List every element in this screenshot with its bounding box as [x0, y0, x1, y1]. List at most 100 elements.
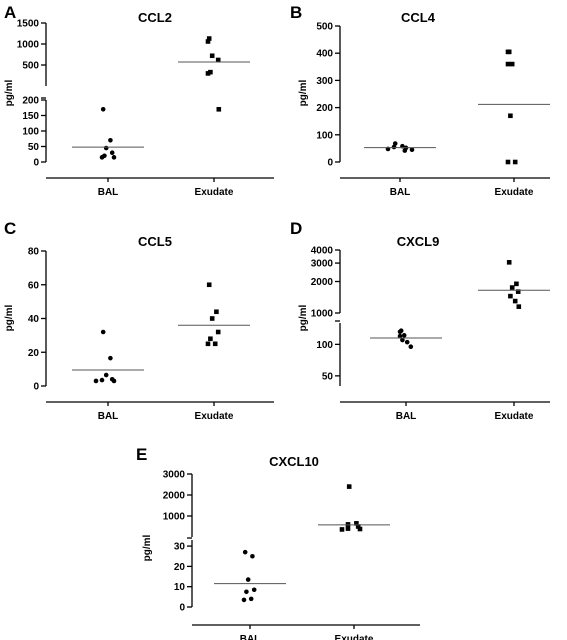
data-point-circle — [402, 148, 408, 153]
data-point-circle — [397, 329, 403, 335]
panel-title: CXCL10 — [269, 454, 319, 469]
data-point-square — [512, 298, 518, 304]
data-point-square — [212, 341, 218, 347]
panel-title: CCL4 — [401, 10, 436, 25]
panel-e: E CXCL10 pg/ml 0 10 20 30 1000 2000 3000 BAL Exudat… — [136, 445, 420, 640]
data-point-circle — [100, 107, 106, 112]
y-tick-label: 2000 — [311, 277, 334, 288]
data-point-circle — [103, 372, 109, 378]
data-point-square — [209, 53, 215, 59]
y-tick-label: 0 — [33, 158, 39, 169]
y-tick-label: 0 — [179, 603, 185, 614]
y-tick-label: 50 — [322, 371, 334, 382]
y-axis-label: pg/ml — [4, 304, 15, 331]
panel-title: CCL5 — [138, 234, 172, 249]
data-point-square — [505, 159, 511, 165]
data-point-square — [346, 484, 352, 489]
y-tick-label: 50 — [28, 142, 40, 153]
data-point-square — [515, 289, 521, 294]
data-point-circle — [409, 147, 415, 153]
y-tick-label: 100 — [316, 130, 333, 141]
data-point-square — [512, 159, 518, 165]
data-point-circle — [93, 378, 99, 384]
y-tick-label: 1500 — [17, 19, 40, 30]
panel-letter: D — [290, 219, 302, 238]
data-point-square — [215, 329, 221, 335]
data-point-square — [205, 39, 211, 44]
y-tick-label: 20 — [28, 348, 40, 359]
y-tick-label: 1000 — [311, 309, 334, 320]
data-point-square — [216, 107, 222, 112]
data-point-circle — [111, 155, 117, 160]
data-point-circle — [108, 138, 113, 143]
panel-c: C CCL5 pg/ml 0 20 40 60 80 BAL Exudate — [4, 219, 274, 422]
panel-a: A CCL2 pg/ml 0 50 100 150 200 500 1000 1500 BAL Exud… — [4, 3, 274, 198]
data-point-square — [206, 282, 212, 288]
panel-letter: B — [290, 3, 302, 22]
y-tick-label: 1000 — [163, 512, 186, 523]
data-point-square — [208, 69, 213, 75]
panel-d: D CXCL9 pg/ml 50 100 1000 2000 3000 4000 BAL Exuda… — [290, 219, 550, 422]
y-tick-label: 200 — [22, 96, 39, 107]
data-point-square — [208, 336, 213, 342]
data-point-square — [215, 57, 221, 63]
data-point-circle — [391, 144, 397, 150]
data-point-circle — [111, 378, 117, 384]
panel-title: CXCL9 — [397, 234, 440, 249]
data-point-square — [355, 524, 361, 529]
data-point-square — [505, 49, 511, 55]
y-tick-label: 400 — [316, 49, 333, 60]
data-point-circle — [241, 597, 247, 603]
data-point-circle — [109, 150, 115, 155]
data-point-circle — [248, 596, 254, 602]
y-tick-label: 10 — [174, 582, 186, 593]
data-point-square — [357, 526, 363, 532]
y-tick-label: 60 — [28, 280, 40, 291]
y-axis-label: pg/ml — [298, 79, 309, 106]
x-category-label: BAL — [98, 411, 119, 422]
y-tick-label: 0 — [327, 158, 333, 169]
data-point-square — [214, 309, 219, 315]
x-category-label: BAL — [390, 187, 411, 198]
data-point-circle — [244, 589, 249, 595]
y-tick-label: 80 — [28, 247, 40, 258]
y-tick-label: 3000 — [163, 470, 186, 481]
y-tick-label: 40 — [28, 314, 40, 325]
data-point-circle — [103, 145, 109, 151]
data-point-square — [205, 341, 211, 347]
y-tick-label: 1000 — [17, 40, 40, 51]
data-point-circle — [99, 155, 105, 160]
x-category-label: Exudate — [195, 411, 234, 422]
data-point-square — [516, 304, 522, 309]
data-point-square — [508, 113, 513, 119]
x-category-label: Exudate — [495, 187, 534, 198]
y-tick-label: 3000 — [311, 259, 334, 270]
data-point-circle — [392, 141, 398, 146]
data-point-square — [209, 316, 215, 321]
data-point-circle — [250, 553, 255, 559]
data-point-square — [339, 527, 345, 532]
panel-letter: C — [4, 219, 16, 238]
data-point-square — [508, 293, 513, 299]
y-tick-label: 150 — [22, 111, 39, 122]
y-tick-label: 100 — [22, 127, 39, 138]
data-point-square — [206, 36, 212, 41]
data-point-circle — [408, 344, 414, 349]
data-point-square — [506, 260, 512, 265]
panel-title: CCL2 — [138, 10, 172, 25]
data-point-square — [345, 526, 351, 531]
data-point-circle — [251, 587, 257, 593]
x-category-label: BAL — [396, 411, 417, 422]
data-point-circle — [100, 329, 106, 335]
y-axis-label: pg/ml — [4, 79, 15, 106]
data-point-square — [509, 285, 515, 290]
y-tick-label: 4000 — [311, 246, 334, 257]
data-point-circle — [404, 339, 410, 345]
panel-letter: A — [4, 3, 16, 22]
data-point-circle — [242, 549, 248, 555]
y-tick-label: 100 — [316, 340, 333, 351]
data-point-square — [205, 71, 211, 76]
data-point-square — [354, 521, 359, 526]
data-point-circle — [99, 377, 105, 383]
